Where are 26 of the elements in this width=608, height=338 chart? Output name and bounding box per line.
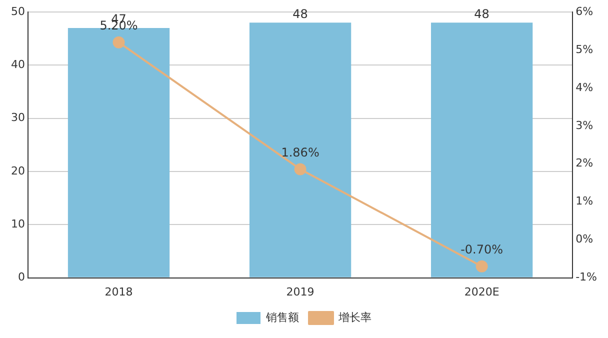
y2-tick-label: 5% bbox=[576, 42, 594, 56]
x-tick-label: 2018 bbox=[104, 285, 133, 298]
y2-tick-label: -1% bbox=[576, 270, 597, 284]
y2-tick-label: 4% bbox=[576, 80, 594, 94]
point bbox=[294, 163, 306, 176]
y2-tick-label: 1% bbox=[576, 194, 594, 208]
data-label: -0.70% bbox=[460, 242, 504, 257]
data-label: 48 bbox=[292, 6, 308, 21]
point bbox=[476, 260, 488, 272]
y-tick-label: 30 bbox=[10, 111, 25, 124]
data-label: 48 bbox=[474, 6, 490, 21]
y-tick-label: 40 bbox=[10, 58, 25, 72]
y2-tick-label: 3% bbox=[576, 118, 594, 132]
y-tick-label: 20 bbox=[10, 164, 25, 178]
y-tick-label: 50 bbox=[10, 4, 25, 18]
legend-label: 增长率 bbox=[338, 310, 372, 324]
y-tick-label: 0 bbox=[18, 270, 25, 284]
x-tick-label: 2020E bbox=[464, 285, 500, 298]
point bbox=[112, 36, 125, 48]
legend-label: 销售额 bbox=[265, 310, 299, 324]
y2-tick-label: 6% bbox=[576, 4, 594, 18]
y-tick-label: 10 bbox=[10, 218, 25, 230]
y2-tick-label: 0% bbox=[576, 232, 594, 246]
x-tick-label: 2019 bbox=[286, 285, 314, 298]
y2-tick-label: 2% bbox=[576, 156, 594, 170]
data-label: 1.86% bbox=[281, 145, 320, 160]
